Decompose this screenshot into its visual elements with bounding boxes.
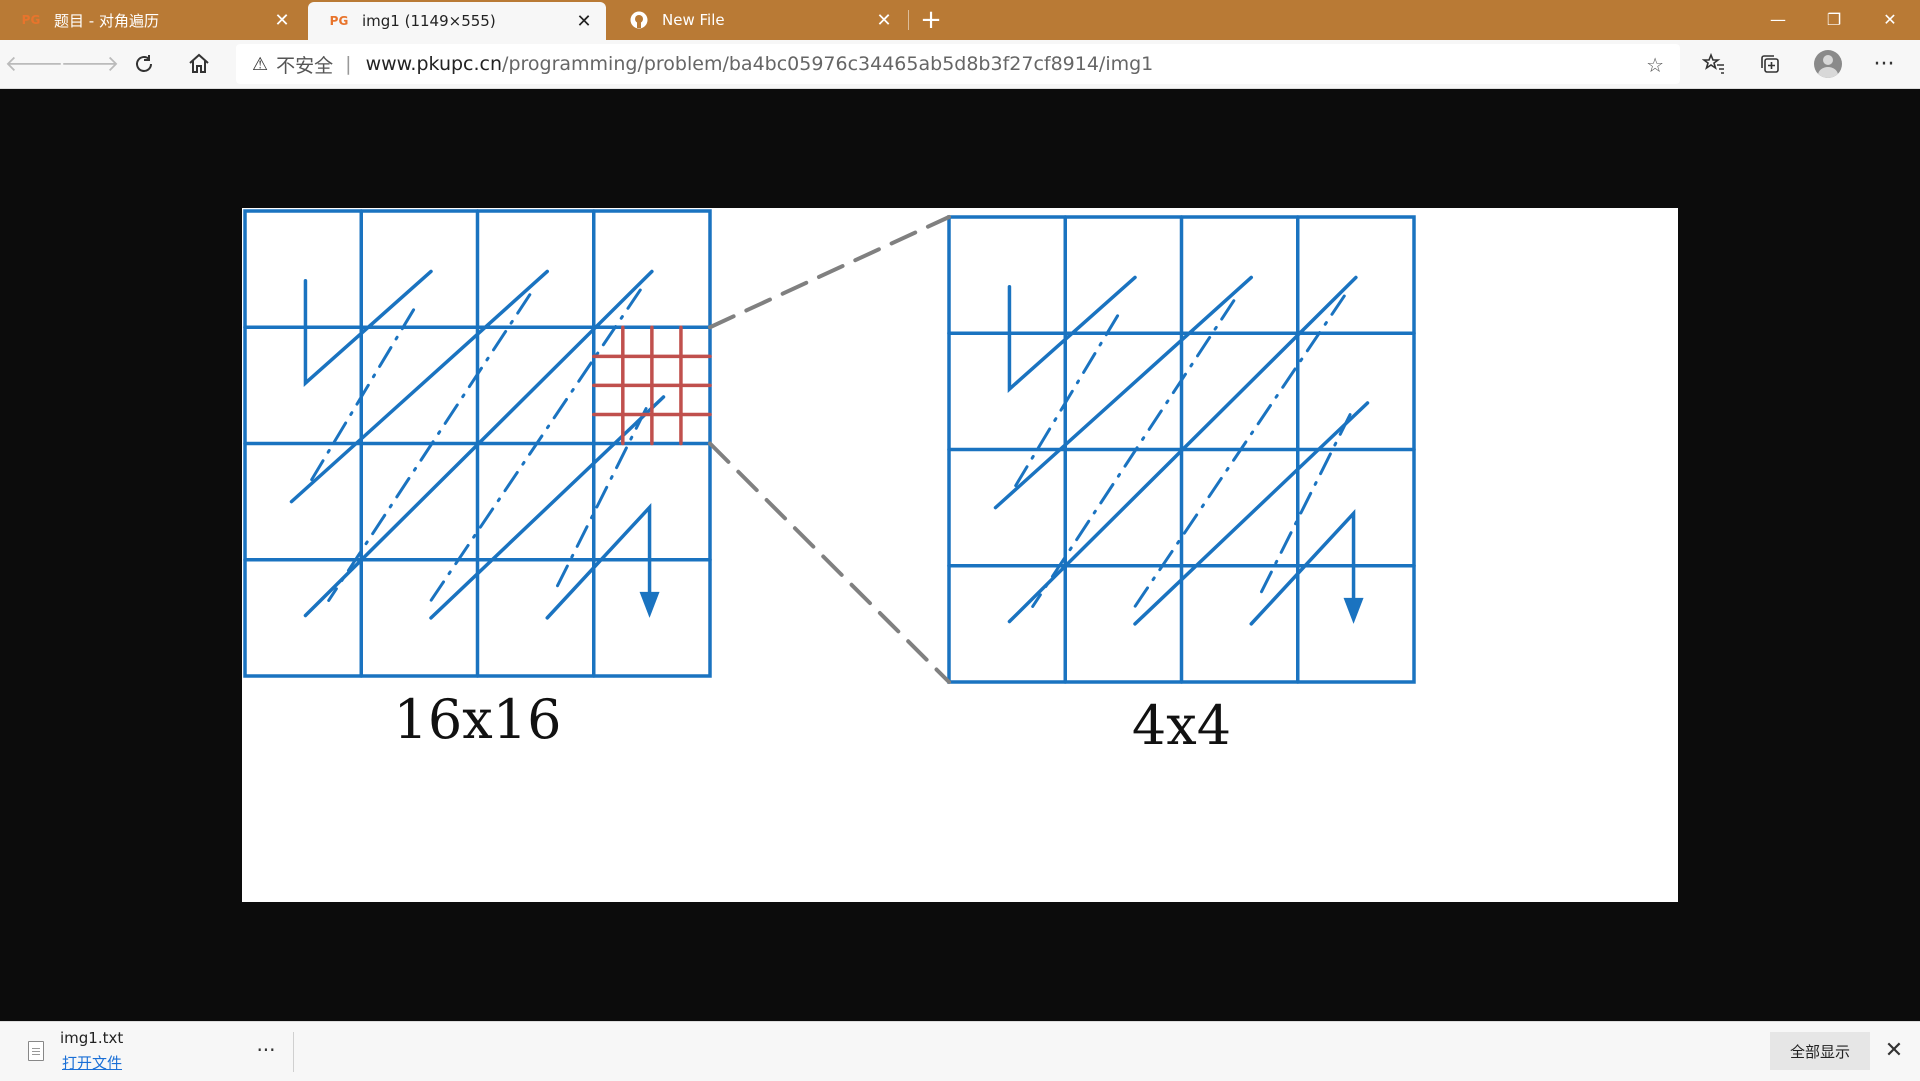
right-return-dashed-line — [1011, 314, 1120, 492]
left-traversal-segment — [303, 269, 654, 618]
left-return-dashed-line — [429, 288, 642, 602]
right-traversal-segment — [1007, 275, 1358, 624]
left-traversal-segment — [429, 395, 666, 620]
zoom-connector-line — [708, 215, 951, 330]
profile-avatar[interactable] — [1814, 50, 1842, 78]
right-return-dashed-line — [1255, 413, 1352, 603]
diagonal-traversal-figure: 16x16 4x4 — [243, 209, 1416, 757]
download-file-name[interactable]: img1.txt — [60, 1029, 124, 1047]
tab-title: 题目 - 对角遍历 — [54, 11, 159, 30]
close-icon[interactable]: ✕ — [876, 9, 892, 31]
close-icon[interactable]: ✕ — [274, 9, 290, 31]
favorites-list-icon — [1702, 52, 1724, 74]
tab-divider — [908, 10, 909, 30]
right-traversal-segment — [1133, 401, 1370, 626]
left-return-dashed-line — [307, 308, 416, 486]
zoom-connector-line — [708, 441, 951, 684]
left-grid-label: 16x16 — [394, 688, 562, 751]
right-traversal-segment — [993, 275, 1253, 510]
collections-button[interactable] — [1752, 46, 1788, 82]
refresh-button[interactable] — [126, 46, 162, 82]
close-icon[interactable]: ✕ — [576, 10, 592, 32]
collections-icon — [1761, 55, 1779, 73]
right-grid-label: 4x4 — [1132, 694, 1231, 757]
file-icon — [28, 1041, 44, 1061]
address-bar[interactable]: ⚠ 不安全 | www.pkupc.cn/programming/problem… — [236, 44, 1680, 84]
warning-icon[interactable]: ⚠ — [252, 53, 269, 75]
tab-strip: PG 题目 - 对角遍历 ✕ PG img1 (1149×555) ✕ New … — [0, 0, 1920, 40]
right-return-dashed-line — [1133, 294, 1346, 608]
back-button[interactable]: 🡐 — [4, 52, 64, 77]
url-path: /programming/problem/ba4bc05976c34465ab5… — [502, 53, 1154, 75]
github-icon — [630, 11, 648, 29]
tab-img1[interactable]: PG img1 (1149×555) ✕ — [308, 2, 606, 40]
window-close-button[interactable]: ✕ — [1883, 9, 1897, 29]
right-return-dashed-line — [1031, 299, 1236, 608]
left-return-dashed-line — [327, 293, 532, 602]
right-arrowhead — [1343, 597, 1364, 624]
viewed-image: 16x16 4x4 — [242, 208, 1678, 902]
right-traversal-segment — [1249, 508, 1356, 626]
favorites-button[interactable] — [1696, 46, 1732, 82]
restore-button[interactable]: ❐ — [1826, 9, 1842, 29]
settings-more-button[interactable]: ··· — [1873, 51, 1895, 77]
left-traversal-segment — [289, 269, 549, 504]
url-separator: | — [345, 53, 352, 75]
download-bar-close-button[interactable]: ✕ — [1884, 1037, 1904, 1063]
forward-button[interactable]: 🡒 — [60, 52, 120, 77]
pg-favicon-icon: PG — [329, 14, 349, 28]
left-arrowhead — [639, 591, 660, 618]
url-host: www.pkupc.cn — [365, 53, 503, 75]
tab-new-file[interactable]: New File ✕ — [608, 0, 906, 40]
left-return-dashed-line — [551, 407, 648, 597]
download-more-button[interactable]: ··· — [256, 1038, 276, 1062]
pg-favicon-icon: PG — [21, 13, 41, 27]
refresh-icon — [136, 55, 152, 72]
tab-problem[interactable]: PG 题目 - 对角遍历 ✕ — [0, 0, 304, 40]
open-file-link[interactable]: 打开文件 — [62, 1054, 123, 1072]
tab-title: img1 (1149×555) — [362, 12, 496, 30]
security-label[interactable]: 不安全 — [276, 54, 334, 77]
download-bar: img1.txt 打开文件 ··· 全部显示 ✕ — [0, 1021, 1920, 1081]
browser-toolbar: 🡐 🡒 ⚠ 不安全 | www.pkupc.cn/programming/pro… — [0, 40, 1920, 89]
show-all-button[interactable]: 全部显示 — [1770, 1032, 1870, 1070]
new-tab-button[interactable]: + — [920, 5, 942, 35]
right-traversal-segment — [1007, 275, 1137, 393]
left-traversal-segment — [545, 502, 652, 620]
left-traversal-segment — [303, 269, 433, 387]
minimize-button[interactable]: — — [1770, 9, 1786, 29]
tab-title: New File — [662, 11, 725, 29]
download-divider — [293, 1032, 294, 1072]
home-icon — [189, 53, 209, 73]
home-button[interactable] — [181, 46, 217, 82]
add-favorite-icon[interactable]: ☆ — [1646, 53, 1664, 77]
